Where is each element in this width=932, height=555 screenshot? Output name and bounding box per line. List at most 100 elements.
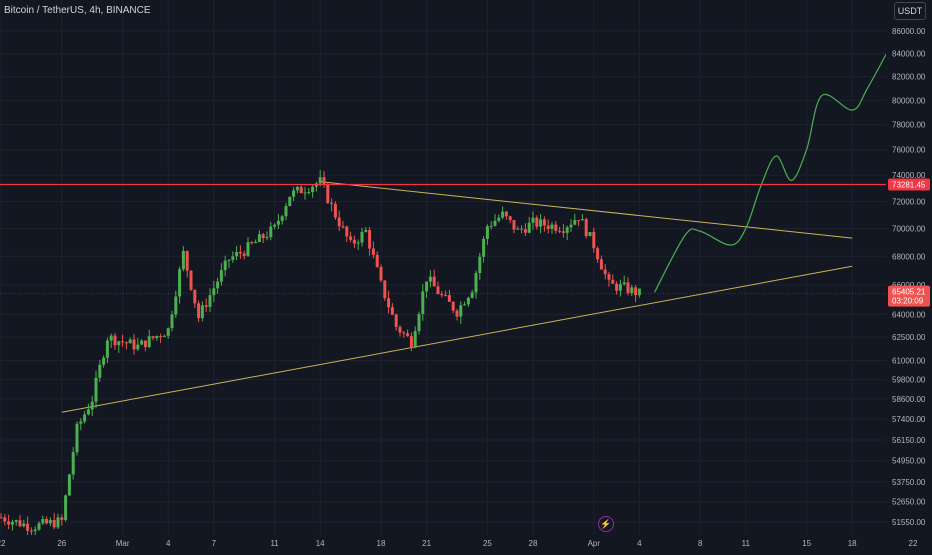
candle-body [14, 520, 18, 522]
candle-body [573, 220, 577, 225]
candle-body [428, 276, 432, 282]
candle-body [603, 269, 607, 275]
candle-body [231, 256, 235, 260]
candle-body [109, 335, 113, 341]
candle-body [117, 341, 121, 346]
candle-body [451, 301, 455, 311]
candle-body [124, 342, 128, 344]
x-tick-label: 8 [698, 539, 703, 548]
candle-body [535, 217, 539, 227]
candle-body [402, 332, 406, 334]
candle-body [75, 423, 79, 453]
candle-body [554, 224, 558, 231]
candle-body [197, 303, 201, 319]
candle-body [459, 305, 463, 317]
candle-body [421, 291, 425, 314]
candle-body [516, 228, 520, 230]
y-tick-label: 56150.00 [892, 436, 926, 445]
candle-body [227, 259, 231, 261]
candle-body [64, 495, 68, 520]
candle-body [504, 211, 508, 217]
symbol-title[interactable]: Bitcoin / TetherUS, 4h, BINANCE [4, 5, 151, 16]
candle-body [565, 227, 569, 233]
candle-body [41, 518, 45, 524]
x-tick-label: Mar [116, 539, 130, 548]
candle-body [558, 230, 562, 232]
candle-body [398, 326, 402, 333]
y-tick-label: 76000.00 [892, 146, 926, 155]
candle-body [48, 520, 52, 524]
currency-button[interactable]: USDT [894, 2, 926, 20]
candle-body [409, 336, 413, 348]
candle-body [71, 452, 75, 475]
candle-body [102, 357, 106, 365]
candle-body [630, 287, 634, 294]
y-tick-label: 53750.00 [892, 478, 926, 487]
candle-body [132, 339, 136, 350]
candle-body [121, 341, 125, 343]
x-tick-label: 28 [529, 539, 538, 548]
candle-body [86, 409, 90, 415]
candle-body [596, 248, 600, 260]
candle-body [3, 517, 7, 522]
candle-body [204, 305, 208, 307]
candle-body [322, 177, 326, 185]
candle-body [523, 229, 527, 233]
candle-body [406, 333, 410, 337]
candle-body [261, 234, 265, 239]
candle-body [143, 340, 147, 348]
candle-body [436, 286, 440, 295]
price-axis [886, 0, 932, 550]
candle-body [26, 523, 30, 531]
candle-body [577, 220, 581, 222]
lightning-icon[interactable]: ⚡ [598, 516, 614, 532]
candle-body [269, 226, 273, 238]
y-tick-label: 51550.00 [892, 518, 926, 527]
candle-body [637, 288, 641, 296]
candle-body [440, 294, 444, 296]
candle-body [561, 231, 565, 233]
candle-body [67, 474, 71, 496]
y-tick-label: 57400.00 [892, 415, 926, 424]
candle-body [151, 336, 155, 339]
candle-body [185, 250, 189, 271]
candle-body [493, 220, 497, 226]
x-tick-label: 14 [316, 539, 325, 548]
candle-body [326, 184, 330, 203]
candle-body [569, 224, 573, 228]
candle-body [178, 269, 182, 297]
y-tick-label: 78000.00 [892, 121, 926, 130]
candle-body [208, 295, 212, 307]
y-tick-label: 74000.00 [892, 171, 926, 180]
lower-trendline [61, 265, 853, 413]
candle-body [136, 344, 140, 350]
y-tick-label: 66000.00 [892, 281, 926, 290]
y-tick-label: 72000.00 [892, 197, 926, 206]
candle-body [257, 234, 261, 242]
candle-body [299, 186, 303, 194]
candle-body [79, 421, 83, 424]
candle-body [37, 523, 41, 530]
candle-body [216, 281, 220, 289]
y-tick-label: 68000.00 [892, 252, 926, 261]
candle-body [512, 220, 516, 230]
y-tick-label: 54950.00 [892, 457, 926, 466]
candle-body [501, 211, 505, 218]
candle-body [113, 335, 117, 346]
candle-body [238, 252, 242, 254]
candle-body [607, 274, 611, 280]
candle-body [539, 219, 543, 227]
x-tick-label: 22 [0, 539, 6, 548]
candle-body [588, 232, 592, 237]
candle-body [265, 237, 269, 239]
candle-body [60, 517, 64, 520]
x-tick-label: 26 [57, 539, 66, 548]
y-tick-label: 52650.00 [892, 498, 926, 507]
candle-body [189, 270, 193, 290]
candle-body [417, 313, 421, 332]
candle-body [303, 192, 307, 194]
candle-body [273, 224, 277, 227]
candle-body [22, 523, 26, 527]
